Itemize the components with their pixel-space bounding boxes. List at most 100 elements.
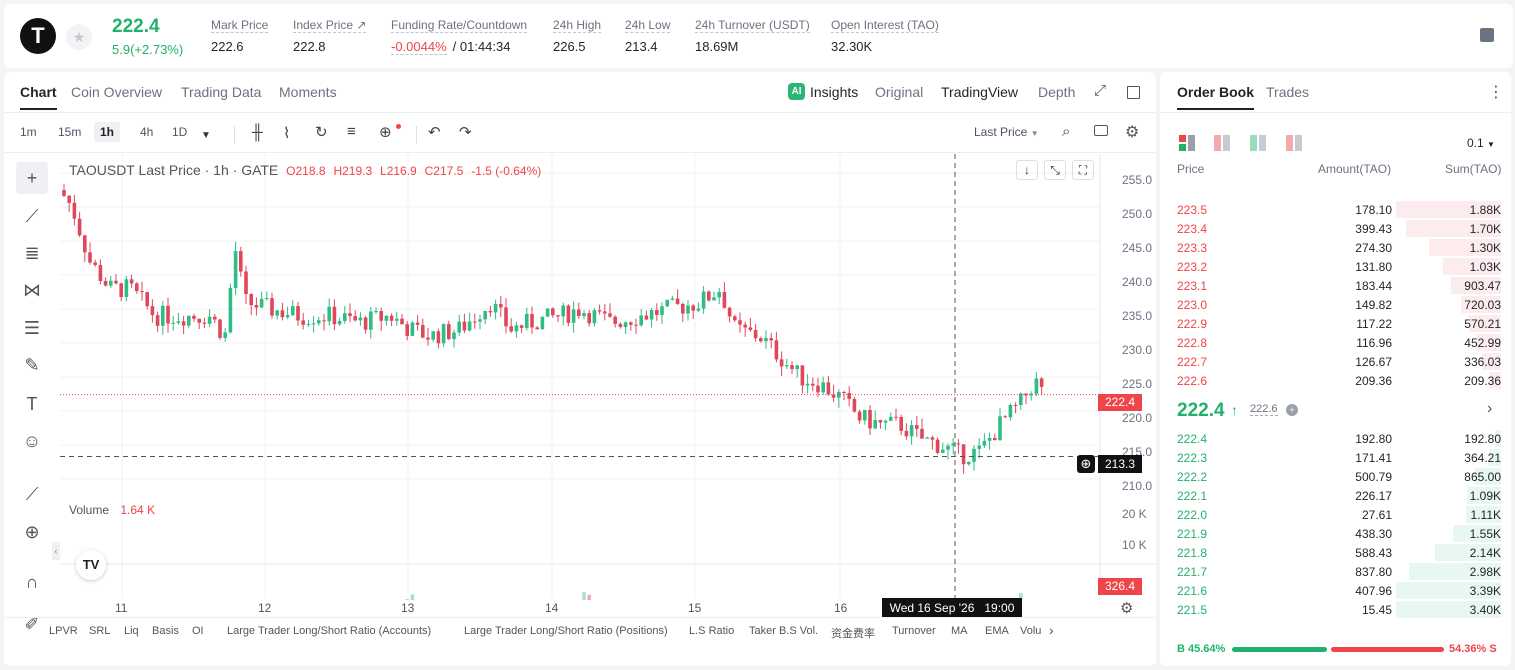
timeframe-4h[interactable]: 4h (140, 125, 154, 139)
book-icon[interactable] (1480, 28, 1494, 42)
indicator-tab[interactable]: EMA (985, 625, 1009, 637)
orderbook-row-ask[interactable]: 223.5 178.10 1.88K (1160, 200, 1511, 219)
orderbook-row-bid[interactable]: 222.3 171.41 364.21 (1160, 448, 1511, 467)
orderbook-row-bid[interactable]: 221.5 15.45 3.40K (1160, 600, 1511, 619)
parallel-channel-icon[interactable]: ≣ (24, 243, 40, 263)
candle (675, 298, 680, 304)
tab-trades[interactable]: Trades (1266, 84, 1310, 100)
fib-icon[interactable]: ☰ (23, 318, 41, 338)
arrow-down-icon[interactable]: ↓ (1016, 160, 1038, 180)
candle (577, 309, 581, 317)
collapse-toolbar-icon[interactable]: ‹ (52, 542, 60, 560)
indicator-tab[interactable]: Volu (1020, 625, 1042, 637)
candle (785, 365, 789, 367)
tab-chart[interactable]: Chart (20, 84, 57, 110)
tab-insights[interactable]: Insights (810, 84, 859, 100)
orderbook-row-bid[interactable]: 221.6 407.96 3.39K (1160, 581, 1511, 600)
collapse-icon[interactable]: ⤡ (1044, 160, 1066, 180)
candlestick-chart[interactable] (60, 154, 1156, 600)
book-depth-icon[interactable] (1286, 135, 1302, 151)
indicator-tab[interactable]: Turnover (892, 625, 936, 637)
candle (946, 445, 950, 450)
timeframe-1h[interactable]: 1h (94, 122, 121, 142)
add-alert-icon[interactable]: ⊕ (1077, 455, 1095, 473)
tab-original[interactable]: Original (875, 84, 924, 100)
indicator-tab[interactable]: Taker B.S Vol. (749, 625, 819, 637)
tab-depth[interactable]: Depth (1038, 84, 1076, 100)
tab-tradingview[interactable]: TradingView (941, 84, 1019, 100)
precision-select[interactable]: 0.1 ▼ (1467, 136, 1495, 150)
lock-drawing-icon[interactable]: ✐ (24, 614, 40, 634)
templates-icon[interactable]: ≡ (347, 123, 356, 140)
orderbook-row-ask[interactable]: 223.3 274.30 1.30K (1160, 238, 1511, 257)
timeframe-1D[interactable]: 1D (172, 125, 188, 139)
candle-type-icon[interactable]: ╫ (252, 124, 263, 141)
favorite-star-icon[interactable]: ★ (66, 24, 92, 50)
magnet-icon[interactable]: ∩ (25, 572, 39, 592)
indicators-icon[interactable]: ⌇ (283, 125, 291, 142)
orderbook-row-ask[interactable]: 222.7 126.67 336.03 (1160, 352, 1511, 371)
tab-coin-overview[interactable]: Coin Overview (71, 84, 163, 100)
indicator-tab[interactable]: SRL (89, 625, 111, 637)
tab-trading-data[interactable]: Trading Data (181, 84, 262, 100)
scroll-right-icon[interactable]: › (1049, 622, 1054, 638)
chevron-right-icon[interactable]: › (1487, 400, 1493, 417)
pattern-icon[interactable]: ⋈ (23, 280, 41, 300)
date-axis-label: 14 (545, 601, 559, 615)
orderbook-row-bid[interactable]: 221.9 438.30 1.55K (1160, 524, 1511, 543)
text-tool-icon[interactable]: T (26, 394, 38, 414)
orderbook-row-bid[interactable]: 222.2 500.79 865.00 (1160, 467, 1511, 486)
tab-moments[interactable]: Moments (279, 84, 337, 100)
add-icon[interactable]: ⊕ (379, 124, 392, 141)
book-bids-icon[interactable] (1250, 135, 1266, 151)
orderbook-row-ask[interactable]: 222.9 117.22 570.21 (1160, 314, 1511, 333)
camera-icon[interactable] (1094, 125, 1108, 136)
crosshair-icon[interactable]: + (16, 162, 48, 194)
orderbook-row-bid[interactable]: 222.0 27.61 1.11K (1160, 505, 1511, 524)
orderbook-row-ask[interactable]: 223.2 131.80 1.03K (1160, 257, 1511, 276)
indicator-tab[interactable]: 资金费率 (831, 628, 875, 640)
indicator-tab[interactable]: Basis (152, 625, 179, 637)
price-type-select[interactable]: Last Price ▼ (974, 125, 1039, 139)
indicator-tab[interactable]: Liq (124, 625, 139, 637)
replay-icon[interactable]: ↻ (315, 124, 328, 141)
book-both-icon[interactable] (1179, 135, 1195, 151)
trendline-icon[interactable]: ⟋ (25, 206, 39, 226)
search-icon[interactable]: ⌕ (1062, 123, 1071, 140)
indicator-tab[interactable]: MA (951, 625, 968, 637)
indicator-tab[interactable]: OI (192, 625, 204, 637)
undo-icon[interactable]: ↶ (428, 124, 441, 141)
chevron-down-icon[interactable]: ▼ (201, 130, 211, 141)
indicator-tab[interactable]: Large Trader Long/Short Ratio (Accounts) (227, 625, 432, 637)
orderbook-row-ask[interactable]: 223.4 399.43 1.70K (1160, 219, 1511, 238)
tab-order-book[interactable]: Order Book (1177, 84, 1255, 110)
indicator-tab[interactable]: Large Trader Long/Short Ratio (Positions… (464, 625, 668, 637)
timeframe-1m[interactable]: 1m (20, 125, 37, 139)
window-icon[interactable] (1127, 86, 1140, 99)
fullscreen-icon[interactable]: ⛶ (1072, 160, 1094, 180)
orderbook-row-ask[interactable]: 223.1 183.44 903.47 (1160, 276, 1511, 295)
orderbook-row-bid[interactable]: 221.8 588.43 2.14K (1160, 543, 1511, 562)
gear-icon[interactable]: ⚙ (1125, 124, 1140, 141)
price-axis-label: 210.0 (1122, 479, 1153, 493)
timeframe-15m[interactable]: 15m (58, 125, 82, 139)
brush-icon[interactable]: ✎ (24, 355, 40, 375)
candle (655, 310, 659, 315)
orderbook-row-bid[interactable]: 221.7 837.80 2.98K (1160, 562, 1511, 581)
orderbook-row-ask[interactable]: 223.0 149.82 720.03 (1160, 295, 1511, 314)
expand-icon[interactable]: ⤢ (1094, 82, 1107, 99)
indicator-tab[interactable]: LPVR (49, 625, 78, 637)
emoji-icon[interactable]: ☺ (22, 431, 42, 451)
redo-icon[interactable]: ↷ (459, 124, 472, 141)
more-options-icon[interactable]: ⋮ (1488, 84, 1504, 101)
zoom-in-icon[interactable]: ⊕ (24, 522, 40, 542)
book-asks-icon[interactable] (1214, 135, 1230, 151)
orderbook-row-bid[interactable]: 222.4 192.80 192.80 (1160, 429, 1511, 448)
orderbook-row-ask[interactable]: 222.6 209.36 209.36 (1160, 371, 1511, 390)
orderbook-row-ask[interactable]: 222.8 116.96 452.99 (1160, 333, 1511, 352)
candle (348, 313, 352, 317)
chart-settings-icon[interactable]: ⚙ (1120, 600, 1134, 617)
orderbook-row-bid[interactable]: 222.1 226.17 1.09K (1160, 486, 1511, 505)
indicator-tab[interactable]: L.S Ratio (689, 625, 735, 637)
ruler-icon[interactable]: ⟋ (25, 484, 39, 504)
